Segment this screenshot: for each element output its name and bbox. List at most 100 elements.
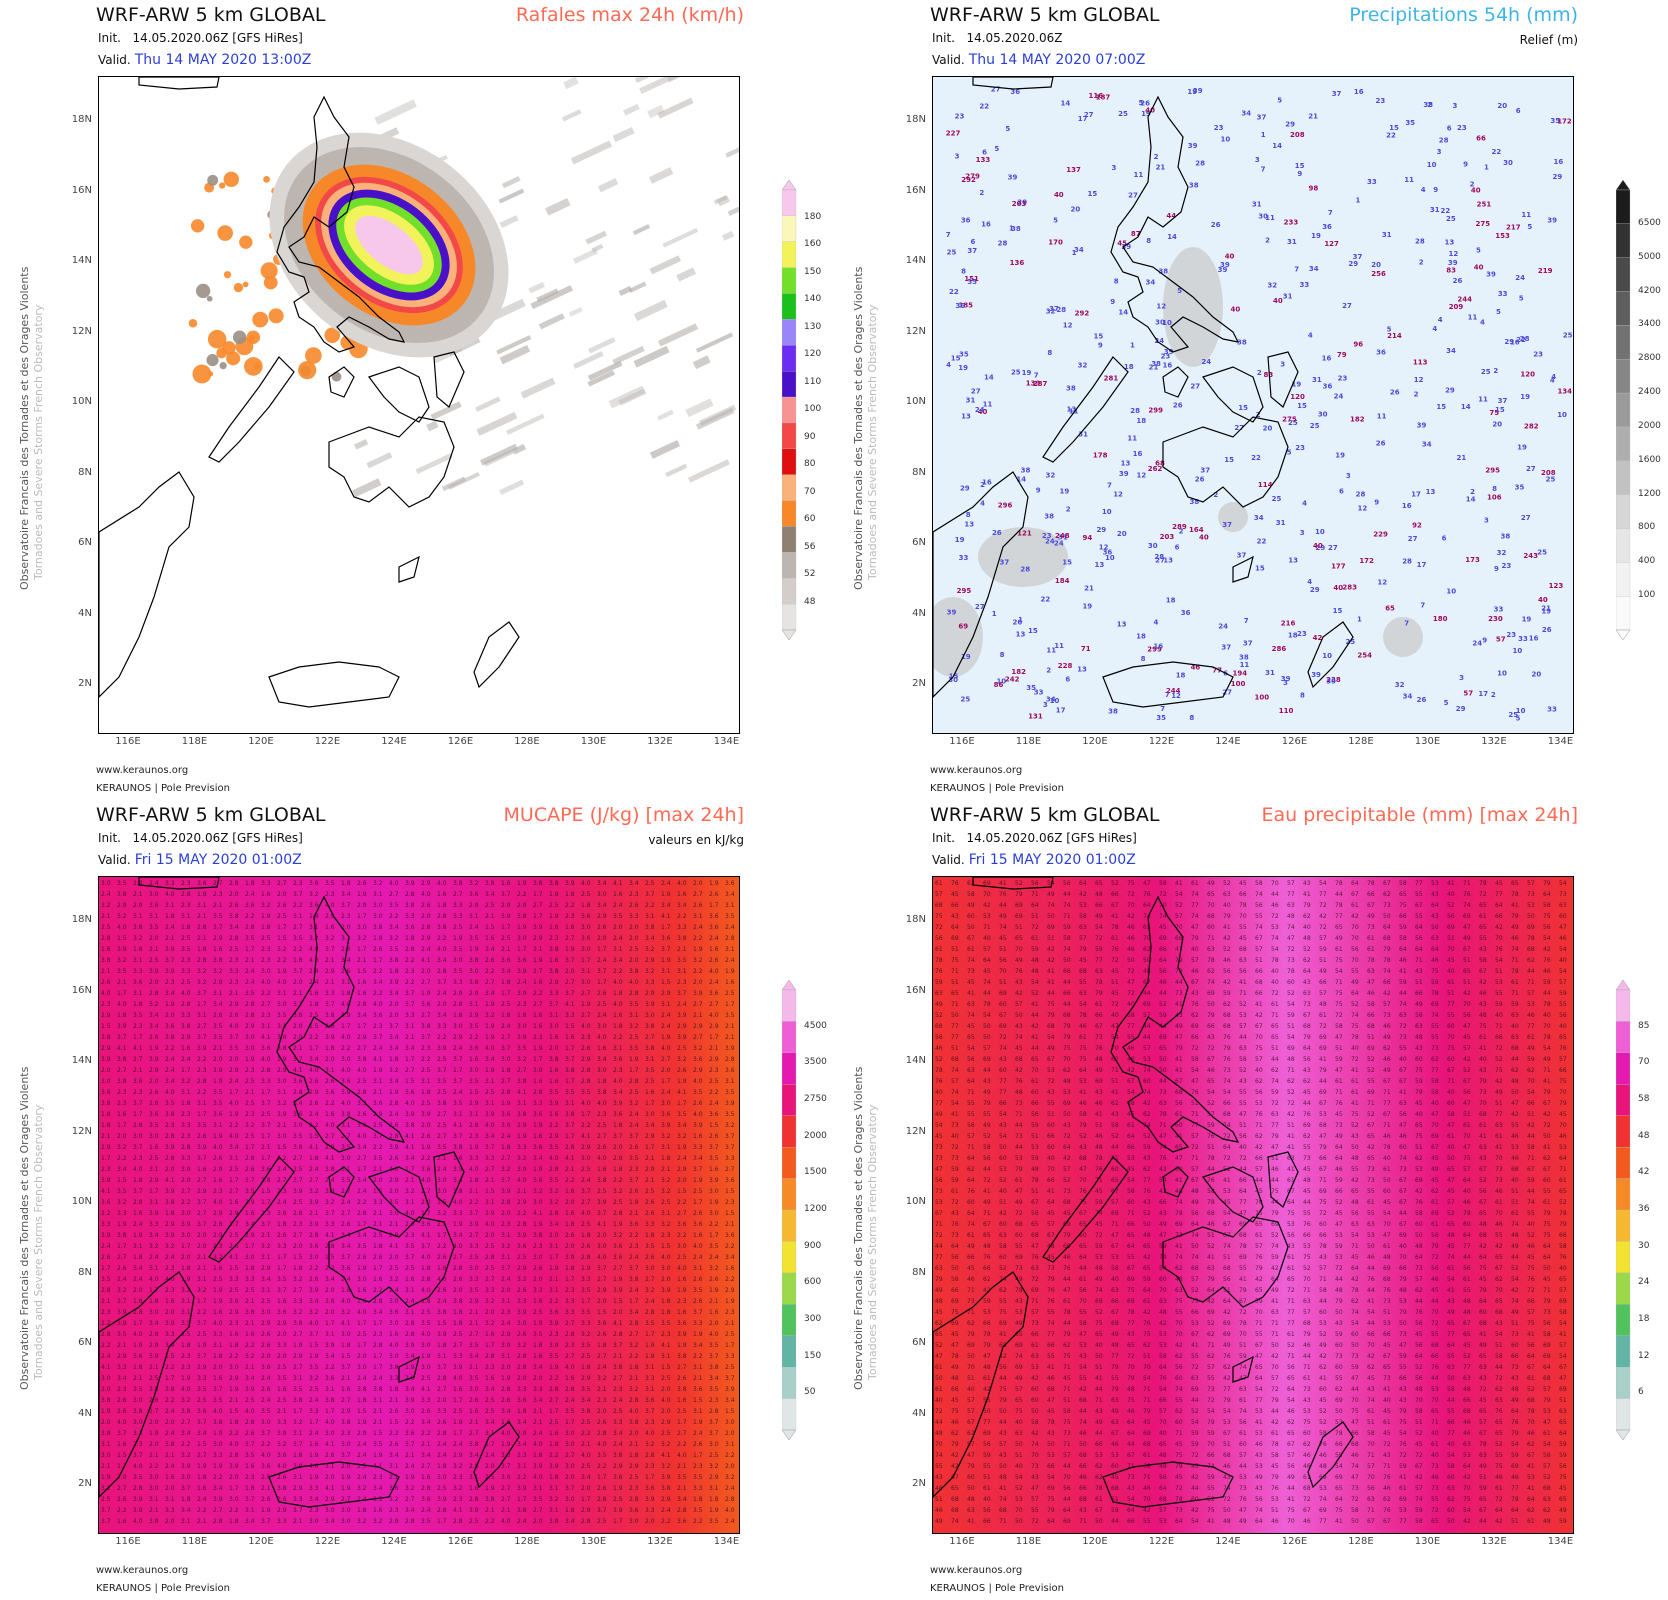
footer-site[interactable]: www.keraunos.org (930, 1565, 1023, 1576)
map-area[interactable]: 61 76 62 69 41 52 56 54 56 64 65 52 75 47 58 41 61 49 52 45… (932, 876, 1574, 1534)
map-area[interactable] (98, 76, 740, 734)
svg-text:49: 49 (1047, 1045, 1055, 1052)
svg-text:41: 41 (1223, 924, 1231, 931)
svg-text:3.9: 3.9 (165, 1320, 175, 1327)
svg-text:2.1: 2.1 (213, 902, 223, 909)
svg-text:3.8: 3.8 (117, 1078, 127, 1085)
svg-text:3.7: 3.7 (133, 1100, 143, 1107)
svg-text:3.1: 3.1 (549, 1507, 559, 1514)
svg-text:64: 64 (1063, 1144, 1071, 1151)
svg-text:46: 46 (1383, 1056, 1391, 1063)
svg-text:2.9: 2.9 (245, 1232, 255, 1239)
svg-text:2.5: 2.5 (629, 1474, 639, 1481)
svg-text:24: 24 (1218, 623, 1228, 631)
colorbar-label: 85 (1638, 1020, 1650, 1031)
lat-tick-label: 16N (905, 984, 926, 996)
svg-text:75: 75 (1079, 1199, 1087, 1206)
svg-text:4.0: 4.0 (677, 1452, 687, 1459)
svg-text:4.0: 4.0 (325, 1122, 335, 1129)
svg-text:57: 57 (1063, 1166, 1071, 1173)
svg-text:12: 12 (1414, 376, 1424, 384)
svg-text:3.4: 3.4 (501, 968, 511, 975)
svg-text:3.0: 3.0 (517, 1320, 527, 1327)
svg-text:13: 13 (961, 412, 971, 420)
svg-text:1.7: 1.7 (613, 1518, 623, 1525)
svg-text:55: 55 (1079, 979, 1087, 986)
svg-text:72: 72 (1191, 1144, 1199, 1151)
footer-site[interactable]: www.keraunos.org (930, 765, 1023, 776)
svg-text:1.6: 1.6 (549, 1430, 559, 1437)
svg-text:47: 47 (1159, 1133, 1167, 1140)
svg-text:1.8: 1.8 (565, 1221, 575, 1228)
svg-text:1.6: 1.6 (373, 1276, 383, 1283)
svg-text:40: 40 (1447, 891, 1455, 898)
svg-text:133: 133 (976, 156, 991, 164)
svg-text:3.8: 3.8 (213, 957, 223, 964)
svg-text:68: 68 (935, 1023, 943, 1030)
svg-text:3.6: 3.6 (629, 1221, 639, 1228)
svg-text:3.7: 3.7 (693, 1309, 703, 1316)
svg-text:46: 46 (1511, 1155, 1519, 1162)
svg-text:3.1: 3.1 (101, 1485, 111, 1492)
svg-text:3.5: 3.5 (373, 1441, 383, 1448)
svg-text:13: 13 (1117, 620, 1127, 628)
svg-text:3.6: 3.6 (421, 1496, 431, 1503)
svg-text:17: 17 (1478, 690, 1488, 698)
svg-text:3.0: 3.0 (181, 1232, 191, 1239)
svg-text:2.1: 2.1 (725, 1034, 735, 1041)
svg-text:48: 48 (935, 1298, 943, 1305)
svg-text:72: 72 (1127, 968, 1135, 975)
svg-text:37: 37 (1221, 644, 1231, 652)
svg-text:3.2: 3.2 (437, 1210, 447, 1217)
svg-text:4.0: 4.0 (341, 1067, 351, 1074)
svg-text:3.4: 3.4 (453, 1177, 463, 1184)
svg-text:3.2: 3.2 (453, 1485, 463, 1492)
svg-text:2.5: 2.5 (421, 1067, 431, 1074)
svg-text:2.8: 2.8 (629, 1320, 639, 1327)
svg-text:3.4: 3.4 (325, 1276, 335, 1283)
svg-text:2.5: 2.5 (389, 1265, 399, 1272)
svg-text:41: 41 (1319, 1056, 1327, 1063)
svg-text:3.4: 3.4 (117, 1166, 127, 1173)
svg-text:2.5: 2.5 (485, 1265, 495, 1272)
svg-text:3.2: 3.2 (181, 1287, 191, 1294)
svg-text:1.9: 1.9 (533, 957, 543, 964)
svg-text:57: 57 (1527, 880, 1535, 887)
svg-text:43: 43 (1479, 1001, 1487, 1008)
footer-site[interactable]: www.keraunos.org (96, 1565, 189, 1576)
svg-text:76: 76 (1079, 1188, 1087, 1195)
svg-text:74: 74 (1047, 1320, 1055, 1327)
svg-text:65: 65 (935, 1331, 943, 1338)
svg-text:3.7: 3.7 (165, 957, 175, 964)
svg-text:63: 63 (1303, 1298, 1311, 1305)
svg-text:49: 49 (999, 913, 1007, 920)
svg-text:41: 41 (1447, 1287, 1455, 1294)
svg-text:5: 5 (1519, 295, 1524, 303)
colorbar-swatch (782, 1052, 797, 1085)
svg-text:2.5: 2.5 (645, 1078, 655, 1085)
map-area[interactable]: 3.0 3.5 2.8 2.4 3.3 2.3 3.6 2.7 2.8 1.8 3.3 2.7 2.3 3… (98, 876, 740, 1534)
svg-text:3.4: 3.4 (309, 1298, 319, 1305)
svg-text:4.0: 4.0 (101, 990, 111, 997)
svg-text:2.7: 2.7 (645, 1034, 655, 1041)
colorbar-svg (1616, 179, 1631, 641)
svg-text:3.1: 3.1 (149, 1496, 159, 1503)
svg-text:3.7: 3.7 (709, 1419, 719, 1426)
svg-text:3.6: 3.6 (325, 1089, 335, 1096)
svg-text:3.5: 3.5 (245, 1452, 255, 1459)
svg-text:62: 62 (1511, 1067, 1519, 1074)
svg-text:2.3: 2.3 (181, 1133, 191, 1140)
svg-text:3.4: 3.4 (597, 902, 607, 909)
svg-text:71: 71 (1111, 1221, 1119, 1228)
svg-text:74: 74 (1223, 1078, 1231, 1085)
svg-text:3.4: 3.4 (533, 1397, 543, 1404)
svg-text:2.3: 2.3 (629, 1243, 639, 1250)
svg-text:50: 50 (1127, 957, 1135, 964)
svg-text:20: 20 (1371, 261, 1381, 269)
svg-text:1.8: 1.8 (597, 1078, 607, 1085)
footer-site[interactable]: www.keraunos.org (96, 765, 189, 776)
svg-text:32: 32 (1078, 362, 1088, 370)
svg-text:54: 54 (1367, 1309, 1375, 1316)
map-area[interactable]: 28 8 19 23 25 9 28 23 3 20 29 34 40 1 40 16 29 94 4 26 45 30 1… (932, 76, 1574, 734)
svg-text:2.0: 2.0 (693, 979, 703, 986)
